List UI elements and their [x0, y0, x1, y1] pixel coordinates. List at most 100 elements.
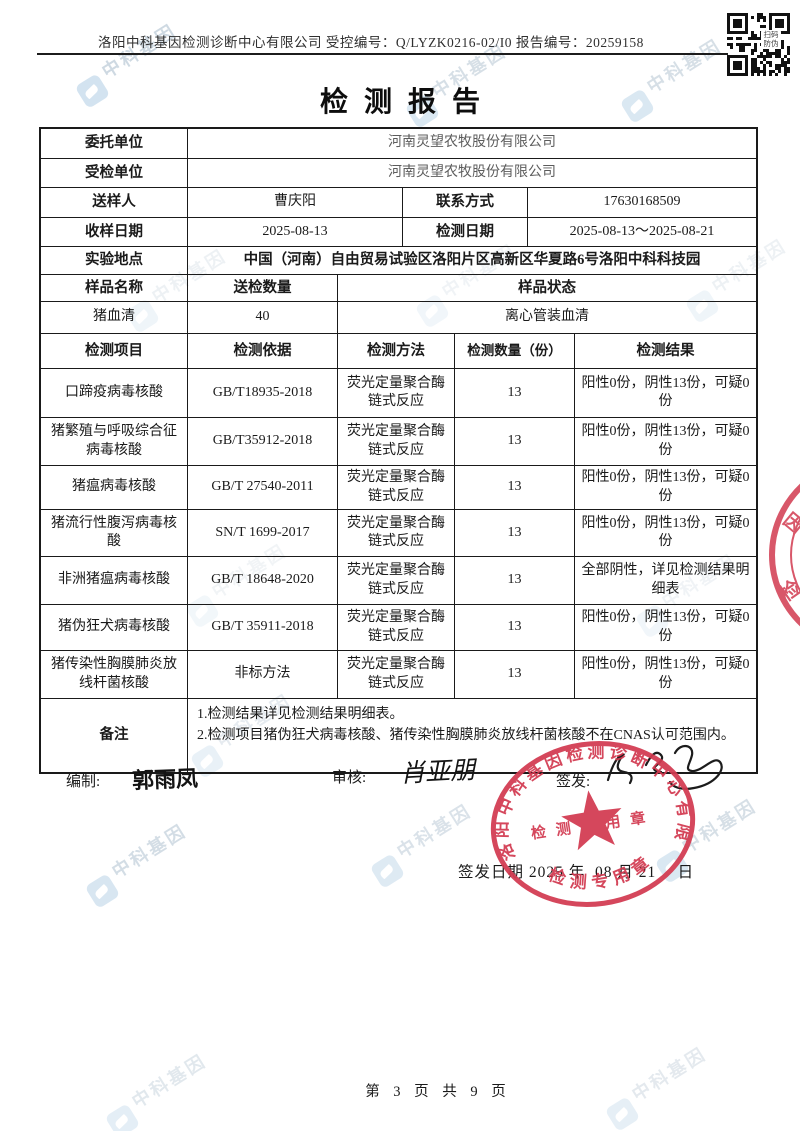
result-basis: GB/T35912-2018 — [187, 418, 337, 465]
page-number: 第 3 页 共 9 页 — [365, 1084, 511, 1100]
remark-line: 1.检测结果详见检测结果明细表。 — [197, 707, 404, 722]
result-basis: GB/T 18648-2020 — [187, 557, 337, 604]
result-item: 口蹄疫病毒核酸 — [65, 384, 163, 400]
result-count: 13 — [454, 651, 574, 698]
inspected-value: 河南灵望农牧股份有限公司 — [187, 159, 756, 187]
result-item: 猪流行性腹泻病毒核酸 — [51, 515, 177, 549]
table-row-location: 实验地点 中国（河南）自由贸易试验区洛阳片区高新区华夏路6号洛阳中科科技园 — [41, 246, 756, 274]
prepare-label: 编制: — [66, 774, 101, 790]
result-basis: SN/T 1699-2017 — [187, 510, 337, 556]
table-row-remarks: 备注 1.检测结果详见检测结果明细表。 2.检测项目猪伪狂犬病毒核酸、猪传染性胸… — [41, 698, 756, 772]
test-date-value: 2025-08-13～2025-08-21 — [527, 218, 756, 246]
result-count: 13 — [454, 557, 574, 604]
review-label: 审核: — [332, 770, 367, 786]
result-method: 荧光定量聚合酶链式反应 — [337, 466, 454, 509]
sample-state-label: 样品状态 — [337, 275, 756, 301]
test-date-label: 检测日期 — [402, 218, 527, 246]
qr-pattern — [727, 13, 791, 76]
remarks-label: 备注 — [99, 727, 129, 744]
document-header: 洛阳中科基因检测诊断中心有限公司 受控编号：Q/LYZK0216-02/I0 报… — [98, 35, 644, 50]
contact-label: 联系方式 — [402, 188, 527, 217]
result-row: 猪瘟病毒核酸 GB/T 27540-2011 荧光定量聚合酶链式反应 13 阳性… — [41, 465, 756, 509]
result-method: 荧光定量聚合酶链式反应 — [337, 605, 454, 650]
result-value: 阳性0份，阴性13份，可疑0份 — [574, 369, 756, 417]
result-value: 全部阴性，详见检测结果明细表 — [574, 557, 756, 604]
table-row-sample-header: 样品名称 送检数量 样品状态 — [41, 274, 756, 301]
star-icon — [561, 790, 622, 851]
sample-name-value: 猪血清 — [93, 309, 135, 325]
company-logo-icon — [369, 853, 406, 890]
company-logo-icon — [604, 1096, 641, 1131]
result-count: 13 — [454, 418, 574, 465]
result-value: 阳性0份，阴性13份，可疑0份 — [574, 605, 756, 650]
result-row: 猪传染性胸膜肺炎放线杆菌核酸 非标方法 荧光定量聚合酶链式反应 13 阳性0份，… — [41, 650, 756, 698]
remarks-content: 1.检测结果详见检测结果明细表。 2.检测项目猪伪狂犬病毒核酸、猪传染性胸膜肺炎… — [187, 699, 756, 772]
received-value: 2025-08-13 — [187, 218, 402, 246]
table-row-sender: 送样人 曹庆阳 联系方式 17630168509 — [41, 187, 756, 217]
company-logo-icon — [84, 873, 121, 910]
result-row: 猪流行性腹泻病毒核酸 SN/T 1699-2017 荧光定量聚合酶链式反应 13… — [41, 509, 756, 556]
result-count: 13 — [454, 369, 574, 417]
result-value: 阳性0份，阴性13份，可疑0份 — [574, 510, 756, 556]
table-row-dates: 收样日期 2025-08-13 检测日期 2025-08-13～2025-08-… — [41, 217, 756, 246]
company-seal-stamp: 洛阳中科基因检测诊断中心有限公司 检测专用章 检测专用章 — [475, 724, 699, 907]
received-label: 收样日期 — [85, 223, 143, 240]
location-value: 中国（河南）自由贸易试验区洛阳片区高新区华夏路6号洛阳中科科技园 — [187, 247, 756, 274]
result-row: 非洲猪瘟病毒核酸 GB/T 18648-2020 荧光定量聚合酶链式反应 13 … — [41, 556, 756, 604]
sample-name-label: 样品名称 — [85, 279, 143, 296]
review-signature: 肖亚朋 — [399, 755, 476, 788]
result-method: 荧光定量聚合酶链式反应 — [337, 557, 454, 604]
sender-value: 曹庆阳 — [187, 188, 402, 217]
col-header-method: 检测方法 — [337, 334, 454, 368]
edge-stamp-partial: 因 检 — [769, 483, 800, 627]
col-header-basis: 检测依据 — [187, 334, 337, 368]
result-method: 荧光定量聚合酶链式反应 — [337, 651, 454, 698]
table-row-results-header: 检测项目 检测依据 检测方法 检测数量（份） 检测结果 — [41, 333, 756, 368]
result-count: 13 — [454, 510, 574, 556]
location-label: 实验地点 — [85, 252, 143, 269]
result-basis: GB/T18935-2018 — [187, 369, 337, 417]
result-basis: GB/T 35911-2018 — [187, 605, 337, 650]
qr-label: 扫码防伪 — [761, 30, 781, 50]
inspected-label: 受检单位 — [85, 164, 143, 181]
result-value: 阳性0份，阴性13份，可疑0份 — [574, 651, 756, 698]
col-header-item: 检测项目 — [85, 342, 143, 359]
page-title: 检测报告 — [319, 87, 496, 118]
report-table: 委托单位 河南灵望农牧股份有限公司 受检单位 河南灵望农牧股份有限公司 送样人 … — [39, 127, 758, 774]
result-basis: GB/T 27540-2011 — [187, 466, 337, 509]
result-count: 13 — [454, 466, 574, 509]
header-rule — [37, 53, 728, 55]
result-method: 荧光定量聚合酶链式反应 — [337, 369, 454, 417]
result-item: 猪传染性胸膜肺炎放线杆菌核酸 — [51, 657, 177, 691]
result-item: 猪繁殖与呼吸综合征病毒核酸 — [51, 424, 177, 458]
sample-qty-value: 40 — [187, 302, 337, 333]
result-method: 荧光定量聚合酶链式反应 — [337, 510, 454, 556]
client-value: 河南灵望农牧股份有限公司 — [187, 129, 756, 158]
remark-line: 2.检测项目猪伪狂犬病毒核酸、猪传染性胸膜肺炎放线杆菌核酸不在CNAS认可范围内… — [197, 728, 735, 743]
table-row-inspected: 受检单位 河南灵望农牧股份有限公司 — [41, 158, 756, 187]
result-item: 非洲猪瘟病毒核酸 — [58, 572, 170, 588]
sample-qty-label: 送检数量 — [187, 275, 337, 301]
result-value: 阳性0份，阴性13份，可疑0份 — [574, 466, 756, 509]
contact-value: 17630168509 — [527, 188, 756, 217]
result-method: 荧光定量聚合酶链式反应 — [337, 418, 454, 465]
result-item: 猪伪狂犬病毒核酸 — [58, 619, 170, 635]
result-row: 猪伪狂犬病毒核酸 GB/T 35911-2018 荧光定量聚合酶链式反应 13 … — [41, 604, 756, 650]
qr-code: 扫码防伪 — [727, 13, 791, 76]
result-basis: 非标方法 — [187, 651, 337, 698]
result-row: 口蹄疫病毒核酸 GB/T18935-2018 荧光定量聚合酶链式反应 13 阳性… — [41, 368, 756, 417]
svg-text:检: 检 — [775, 575, 800, 606]
watermark: 中科基因 — [79, 817, 196, 910]
col-header-result: 检测结果 — [574, 334, 756, 368]
sample-state-value: 离心管装血清 — [337, 302, 756, 333]
issue-label: 签发: — [556, 774, 591, 790]
result-value: 阳性0份，阴性13份，可疑0份 — [574, 418, 756, 465]
result-count: 13 — [454, 605, 574, 650]
sender-label: 送样人 — [92, 194, 136, 211]
result-row: 猪繁殖与呼吸综合征病毒核酸 GB/T35912-2018 荧光定量聚合酶链式反应… — [41, 417, 756, 465]
prepare-signature: 郭雨凤 — [131, 766, 199, 795]
table-row-client: 委托单位 河南灵望农牧股份有限公司 — [41, 129, 756, 158]
col-header-count: 检测数量（份） — [454, 334, 574, 368]
issue-signature — [606, 745, 723, 790]
